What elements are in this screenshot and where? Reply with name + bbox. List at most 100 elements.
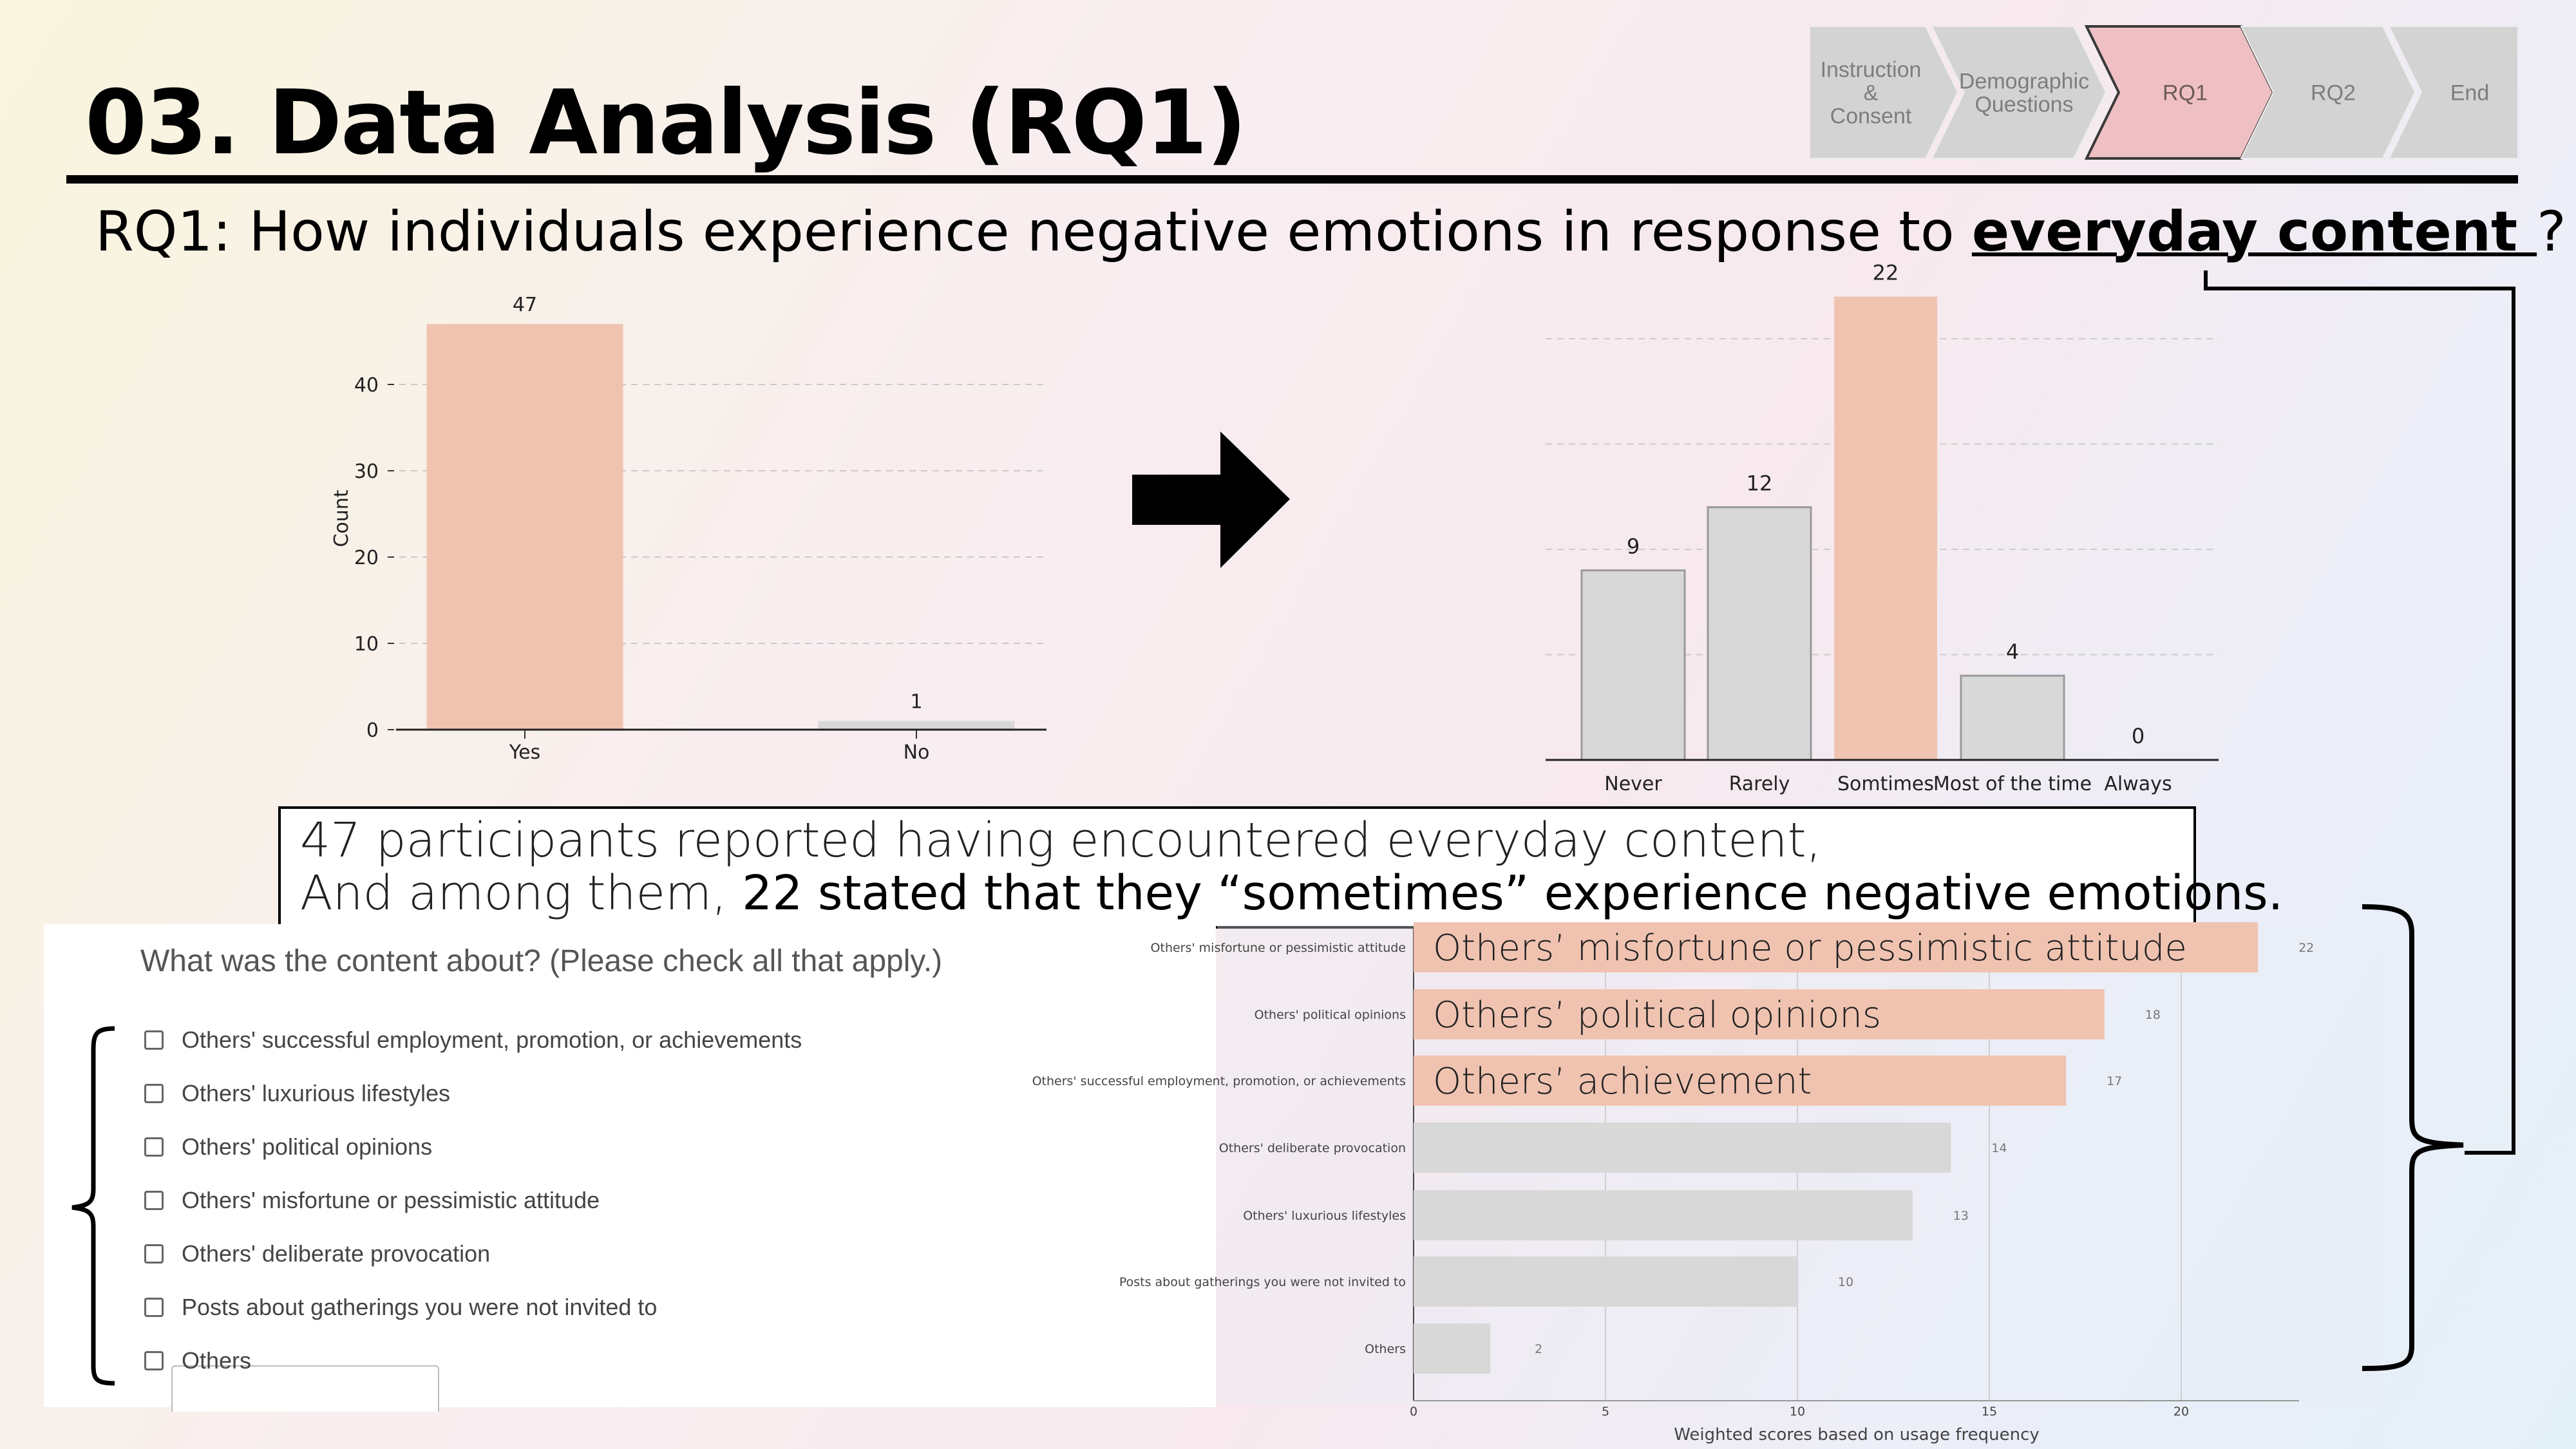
y-axis-label: Count [330,489,353,547]
y-tick-label: Others [1365,1342,1406,1356]
checkbox[interactable] [144,1030,164,1050]
research-question-emphasis: everyday content [1971,200,2537,264]
right-arrow-icon [1132,431,1290,568]
y-tick-label: Others' deliberate provocation [1219,1141,1406,1155]
summary-line-1: 47 participants reported having encounte… [300,813,1822,868]
bar-value-label: 12 [1747,471,1773,496]
checkbox[interactable] [144,1244,164,1264]
summary-line-2: And among them, 22 stated that they “som… [300,866,2283,921]
highlight-overlay-label: Others’ misfortune or pessimistic attitu… [1433,927,2187,969]
checkbox[interactable] [144,1137,164,1157]
bar-value-label: 13 [1953,1209,1969,1223]
breadcrumb-step-label: End [2450,81,2490,106]
x-tick-label: 0 [1410,1405,1417,1419]
research-question: RQ1: How individuals experience negative… [95,200,2566,264]
chart-content-types: 0 5 10 15 20 Others' misfortune or pessimisti… [1032,922,2383,1444]
hbar [1414,1323,1491,1374]
x-tick-label: Rarely [1729,773,1790,795]
bar-value-label: 22 [1873,261,1899,285]
breadcrumb-step-label: Consent [1830,104,1912,129]
y-tick-label: 30 [354,460,379,483]
checkbox[interactable] [144,1191,164,1210]
title-divider [66,175,2518,184]
research-question-suffix: ? [2537,200,2566,264]
breadcrumb-step [2388,26,2518,159]
checkbox-option[interactable]: Others' misfortune or pessimistic attitu… [144,1181,600,1220]
checkbox-label: Others' luxurious lifestyles [182,1080,451,1106]
checkbox-label: Others' political opinions [182,1133,433,1160]
checkbox-label: Posts about gatherings you were not invi… [182,1294,658,1320]
x-tick-label: 20 [2174,1405,2189,1419]
x-tick-label: Somtimes [1837,773,1934,795]
research-question-prefix: RQ1: How individuals experience negative… [95,200,1972,264]
summary-box: 47 participants reported having encounte… [278,806,2283,929]
checkbox-label: Others' successful employment, promotion… [182,1027,802,1053]
checkbox-option[interactable]: Posts about gatherings you were not invi… [144,1288,657,1327]
x-tick-label: No [904,741,930,764]
left-bracket [71,1026,115,1386]
progress-breadcrumb: Instruction & Consent Demographic Questions R… [1810,23,2518,162]
others-text-input[interactable] [171,1365,439,1412]
bar-value-label: 0 [2132,724,2145,748]
breadcrumb-step [2240,26,2416,159]
x-tick-label: Yes [509,741,540,764]
checkbox-label: Others [182,1347,252,1374]
summary-line-2-plain: And among them, [300,866,743,921]
checkbox-option[interactable]: Others' luxurious lifestyles [144,1074,450,1113]
survey-question: What was the content about? (Please chec… [140,944,943,978]
breadcrumb-step-label: Demographic [1959,70,2089,94]
hbar [1414,1190,1913,1240]
y-tick-label: Posts about gatherings you were not invi… [1119,1275,1406,1289]
bar-somtimes [1834,296,1937,761]
breadcrumb-step-label: RQ2 [2311,81,2356,106]
x-tick-label: Most of the time [1933,773,2092,795]
bar-no [818,721,1015,730]
highlight-overlay-label: Others’ political opinions [1433,994,1881,1036]
x-tick-label: 5 [1602,1405,1609,1419]
hbar [1414,922,2259,972]
y-tick-label: 0 [366,719,379,742]
checkbox-option[interactable]: Others [144,1341,251,1380]
checkbox[interactable] [144,1298,164,1317]
checkbox-option[interactable]: Others' political opinions [144,1128,432,1166]
bar-value-label: 1 [910,691,922,714]
bar-value-label: 47 [513,294,537,316]
checkbox[interactable] [144,1084,164,1103]
y-tick-label: 40 [354,374,379,397]
bar-value-label: 10 [1838,1275,1853,1289]
breadcrumb-step-label: Questions [1975,93,2073,117]
y-tick-label: Others' luxurious lifestyles [1243,1209,1406,1223]
checkbox[interactable] [144,1351,164,1370]
y-tick-label: 20 [354,547,379,569]
survey-form-card: What was the content about? (Please chec… [44,924,1216,1412]
x-tick-label: 15 [1982,1405,1997,1419]
hbar [1414,1256,1797,1307]
highlight-overlay-label: Others’ achievement [1433,1061,1812,1103]
chart-encountered: 0 10 20 30 40 Count 47 Yes 1 No [330,294,1046,764]
bar-value-label: 2 [1535,1342,1542,1356]
breadcrumb-step-label: & [1864,81,1879,106]
bar-value-label: 17 [2107,1074,2122,1088]
slide-title: 03. Data Analysis (RQ1) [85,71,1247,175]
bar-yes [426,324,623,730]
checkbox-option[interactable]: Others' successful employment, promotion… [144,1021,802,1059]
checkbox-label: Others' misfortune or pessimistic attitu… [182,1187,600,1213]
bar-value-label: 4 [2006,639,2019,664]
checkbox-label: Others' deliberate provocation [182,1240,491,1267]
y-tick-label: Others' successful employment, promotion… [1032,1074,1406,1088]
hbar [1414,989,2105,1039]
x-tick-label: Always [2104,773,2172,795]
breadcrumb-step-label: RQ1 [2163,81,2208,106]
x-axis-label: Weighted scores based on usage frequency [1674,1425,2040,1444]
bar-most-of-the-time [1960,674,2065,761]
breadcrumb-step [1810,26,1959,159]
y-tick-label: 10 [354,633,379,656]
summary-line-2-emphasis: 22 stated that they “sometimes” experien… [742,866,2284,921]
bar-value-label: 22 [2298,941,2314,955]
bar-never [1580,569,1686,761]
checkbox-option[interactable]: Others' deliberate provocation [144,1235,490,1273]
y-tick-label: Others' political opinions [1255,1008,1406,1022]
x-tick-label: 10 [1790,1405,1805,1419]
chart-frequency: 9 Never 12 Rarely 22 Somtimes 4 Most of the tim… [1546,261,2219,795]
